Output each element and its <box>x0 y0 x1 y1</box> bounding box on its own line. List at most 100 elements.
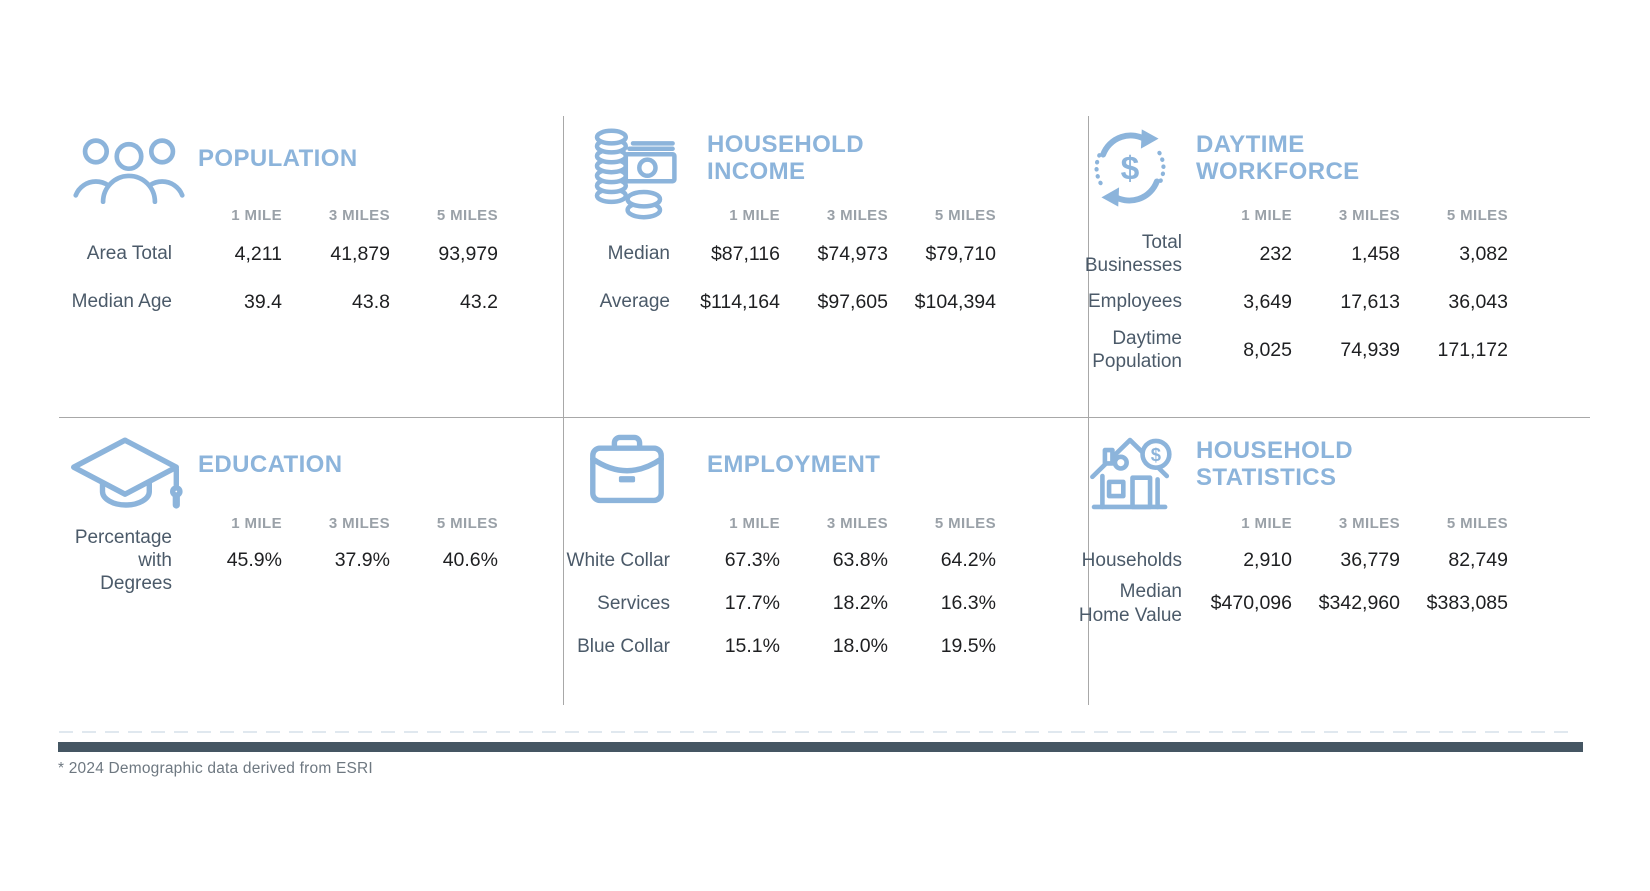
cell-value: $79,710 <box>925 242 997 265</box>
row-label: Employees <box>1088 291 1182 313</box>
cell-value: $114,164 <box>700 290 780 313</box>
panel-household-statistics: $ HOUSEHOLD STATISTICS 1 MILE 3 MILES 5 … <box>1072 423 1509 625</box>
vertical-divider-2 <box>1088 116 1089 705</box>
column-header: 1 MILE <box>729 206 780 224</box>
cell-value: 19.5% <box>940 635 996 657</box>
cell-value: 39.4 <box>244 290 282 313</box>
cell-value: 8,025 <box>1243 338 1292 361</box>
panel-title: DAYTIME WORKFORCE <box>1196 131 1360 185</box>
cell-value: $342,960 <box>1318 592 1400 614</box>
row-label: Median <box>607 243 670 265</box>
vertical-divider-1 <box>563 116 564 705</box>
panel-title: HOUSEHOLD STATISTICS <box>1196 437 1353 491</box>
cell-value: 3,649 <box>1243 290 1292 313</box>
svg-text:$: $ <box>1121 151 1140 188</box>
row-label: Households <box>1081 549 1182 571</box>
panel-population: POPULATION 1 MILE 3 MILES 5 MILES Area T… <box>62 118 499 326</box>
row-label: Daytime Population <box>1092 327 1182 372</box>
education-table: 1 MILE 3 MILES 5 MILES Percentage with D… <box>62 507 499 595</box>
panel-title: POPULATION <box>198 144 358 172</box>
population-table: 1 MILE 3 MILES 5 MILES Area Total 4,211 … <box>62 200 499 326</box>
row-label: Blue Collar <box>577 635 670 657</box>
panel-header: HOUSEHOLD INCOME <box>560 118 997 220</box>
cell-value: 232 <box>1259 242 1292 265</box>
column-header: 1 MILE <box>1241 514 1292 532</box>
cell-value: 43.8 <box>352 290 390 313</box>
employment-table: 1 MILE 3 MILES 5 MILES White Collar 67.3… <box>560 507 997 668</box>
daytime-workforce-table: 1 MILE 3 MILES 5 MILES Total Businesses … <box>1072 200 1509 374</box>
cell-value: 64.2% <box>940 549 996 571</box>
cell-value: $87,116 <box>710 242 780 265</box>
cell-value: $97,605 <box>817 290 889 313</box>
panel-header: POPULATION <box>62 118 499 204</box>
cell-value: 43.2 <box>460 290 498 313</box>
column-header: 3 MILES <box>826 514 888 532</box>
column-header: 5 MILES <box>436 206 498 224</box>
cell-value: 82,749 <box>1448 549 1508 571</box>
cell-value: $74,973 <box>817 242 889 265</box>
row-label: Median Home Value <box>1078 581 1182 626</box>
cell-value: $383,085 <box>1426 592 1508 614</box>
cell-value: 18.0% <box>832 635 888 657</box>
row-label: Median Age <box>71 291 172 313</box>
footnote: * 2024 Demographic data derived from ESR… <box>58 760 373 777</box>
panel-header: $ HOUSEHOLD STATISTICS <box>1072 423 1509 510</box>
panel-household-income: HOUSEHOLD INCOME 1 MILE 3 MILES 5 MILES … <box>560 118 997 326</box>
column-header: 3 MILES <box>328 514 390 532</box>
cell-value: 1,458 <box>1351 242 1400 265</box>
cell-value: 17,613 <box>1340 290 1400 313</box>
column-header: 5 MILES <box>1446 206 1508 224</box>
cell-value: $470,096 <box>1210 592 1292 614</box>
cell-value: 93,979 <box>438 242 498 265</box>
cell-value: 36,043 <box>1448 290 1508 313</box>
corner-cell <box>62 200 172 230</box>
panel-education: EDUCATION 1 MILE 3 MILES 5 MILES Percent… <box>62 423 499 595</box>
column-header: 3 MILES <box>1338 206 1400 224</box>
cell-value: 41,879 <box>330 242 390 265</box>
row-label: Average <box>599 291 670 313</box>
household-income-table: 1 MILE 3 MILES 5 MILES Median $87,116 $7… <box>560 200 997 326</box>
column-header: 3 MILES <box>1338 514 1400 532</box>
cell-value: 40.6% <box>442 549 498 571</box>
cell-value: 3,082 <box>1459 242 1508 265</box>
cell-value: 16.3% <box>940 592 996 614</box>
cell-value: 74,939 <box>1340 338 1400 361</box>
cell-value: 45.9% <box>226 549 282 571</box>
cell-value: 171,172 <box>1437 338 1509 361</box>
money-icon <box>588 120 678 228</box>
panel-title: EMPLOYMENT <box>707 450 881 478</box>
panel-title: HOUSEHOLD INCOME <box>707 131 864 185</box>
row-label: Percentage with Degrees <box>74 526 172 595</box>
column-header: 3 MILES <box>826 206 888 224</box>
panel-daytime-workforce: $ DAYTIME WORKFORCE 1 MILE 3 MILES 5 MIL… <box>1072 118 1509 374</box>
graduation-cap-icon <box>64 433 186 523</box>
panel-title: EDUCATION <box>198 450 343 478</box>
column-header: 1 MILE <box>231 206 282 224</box>
panel-employment: EMPLOYMENT 1 MILE 3 MILES 5 MILES White … <box>560 423 997 668</box>
cell-value: $104,394 <box>914 290 996 313</box>
briefcase-icon <box>582 425 672 511</box>
cell-value: 37.9% <box>334 549 390 571</box>
house-dollar-icon: $ <box>1084 427 1176 515</box>
cell-value: 36,779 <box>1340 549 1400 571</box>
column-header: 1 MILE <box>729 514 780 532</box>
panel-header: EDUCATION <box>62 423 499 509</box>
cell-value: 2,910 <box>1243 549 1292 571</box>
row-label: Total Businesses <box>1084 231 1182 276</box>
cell-value: 17.7% <box>724 592 780 614</box>
footer-bar <box>58 742 1583 752</box>
people-icon <box>70 132 188 204</box>
column-header: 1 MILE <box>231 514 282 532</box>
cell-value: 18.2% <box>832 592 888 614</box>
column-header: 1 MILE <box>1241 206 1292 224</box>
cell-value: 4,211 <box>234 242 282 265</box>
corner-cell <box>560 507 670 539</box>
row-label: White Collar <box>566 549 670 571</box>
panel-header: EMPLOYMENT <box>560 423 997 507</box>
svg-text:$: $ <box>1151 444 1161 465</box>
cycle-dollar-icon: $ <box>1088 126 1172 210</box>
household-statistics-table: 1 MILE 3 MILES 5 MILES Households 2,910 … <box>1072 507 1509 626</box>
cell-value: 15.1% <box>724 635 780 657</box>
column-header: 5 MILES <box>1446 514 1508 532</box>
panel-header: $ DAYTIME WORKFORCE <box>1072 118 1509 207</box>
